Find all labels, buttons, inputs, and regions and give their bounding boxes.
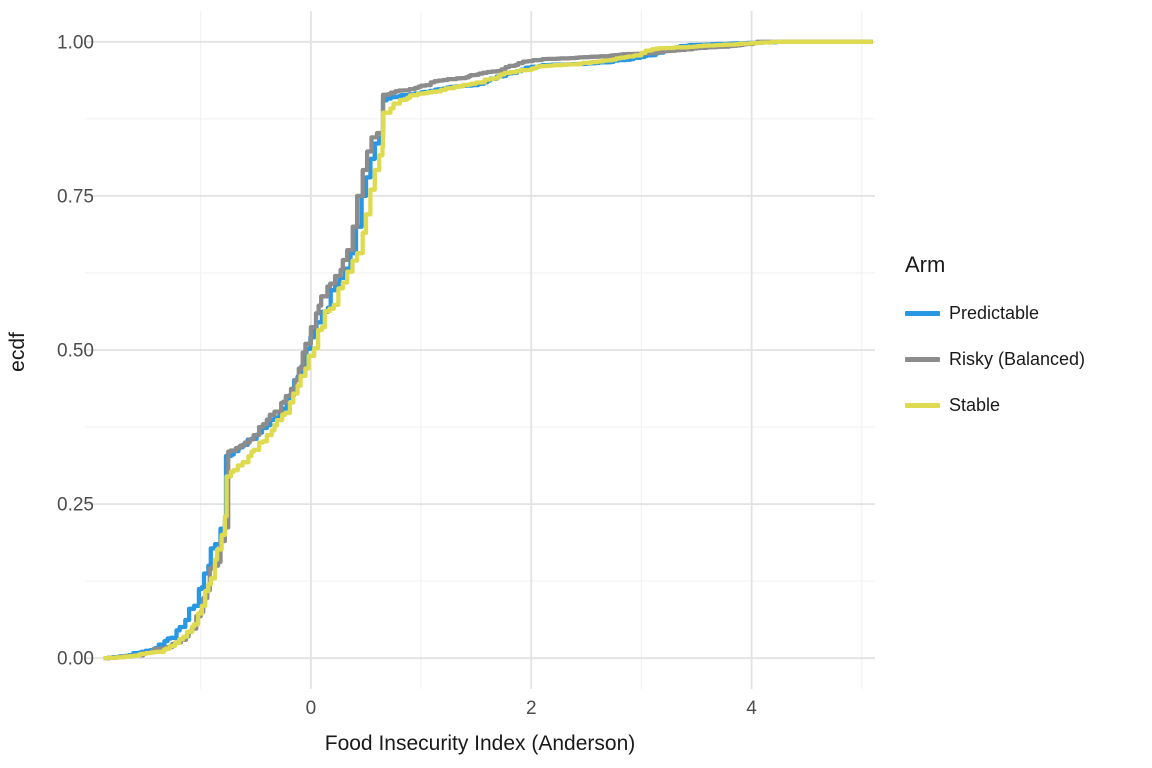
x-tick-label: 0: [306, 698, 317, 719]
series-lines: [103, 39, 873, 661]
legend-label-stable: Stable: [949, 394, 1001, 415]
y-tick-label: 0.50: [57, 341, 94, 362]
series-line-risky-balanced: [103, 39, 873, 661]
major-gridlines: [85, 11, 875, 689]
legend-line-swatch-stable: [905, 402, 940, 408]
legend-title: Arm: [905, 252, 946, 277]
y-tick-label: 0.75: [57, 186, 94, 207]
minor-gridlines: [85, 11, 875, 689]
legend-entry-predictable: Predictable: [905, 298, 1085, 328]
legend-entry-risky: Risky (Balanced): [905, 344, 1085, 374]
y-tick-label: 1.00: [57, 32, 94, 53]
legend-line-swatch-predictable: [905, 310, 940, 316]
y-axis-title: ecdf: [6, 332, 29, 372]
legend-label-risky: Risky (Balanced): [949, 348, 1086, 369]
y-tick-label: 0.00: [57, 649, 94, 670]
x-tick-label: 2: [526, 698, 537, 719]
legend-entry-stable: Stable: [905, 390, 1085, 420]
legend-line-swatch-risky: [905, 356, 940, 362]
series-line-stable: [103, 39, 873, 661]
y-tick-label: 0.25: [57, 495, 94, 516]
x-tick-label: 4: [746, 698, 757, 719]
legend-label-predictable: Predictable: [949, 302, 1040, 323]
tick-labels: 0 2 4 0.00 0.25 0.50 0.75 1.00: [57, 32, 757, 719]
x-axis-title: Food Insecurity Index (Anderson): [325, 732, 636, 755]
legend: Arm Predictable Risky (Balanced) Stable: [905, 252, 1085, 436]
